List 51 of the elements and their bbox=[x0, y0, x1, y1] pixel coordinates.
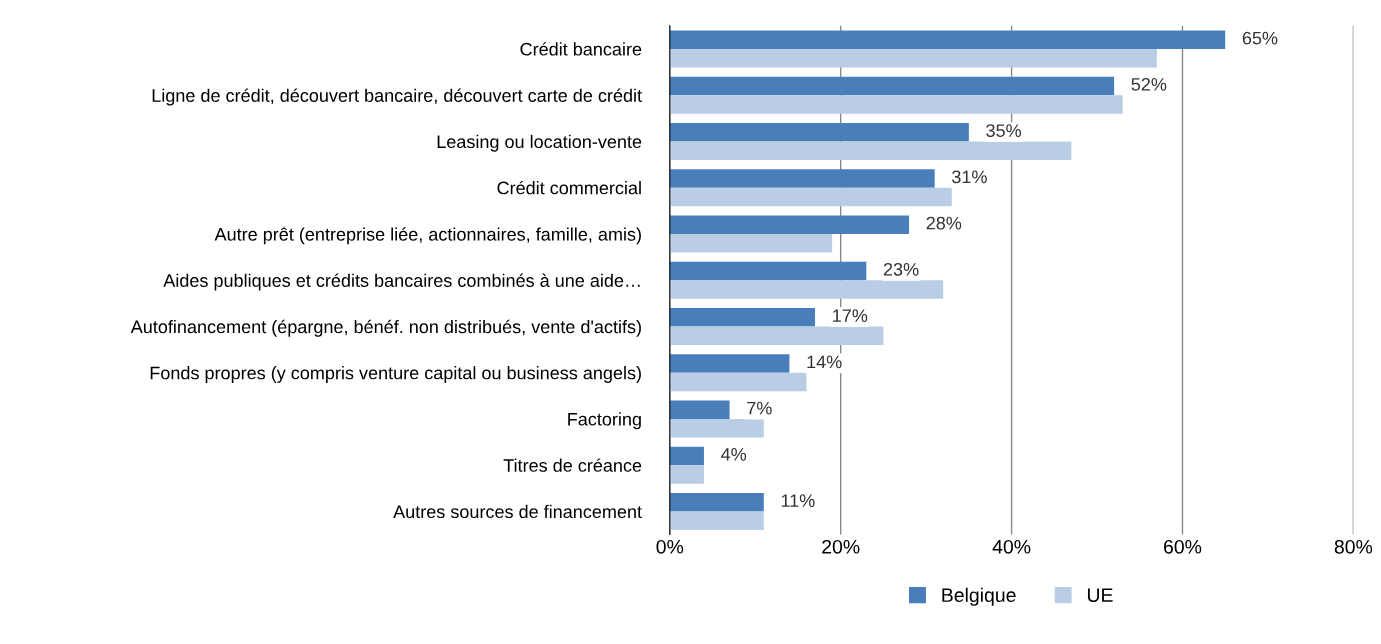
y-tick-label: Leasing ou location-vente bbox=[437, 134, 642, 152]
x-tick-label: 20% bbox=[822, 539, 860, 554]
x-tick-label: 60% bbox=[1164, 539, 1202, 554]
bar bbox=[669, 446, 704, 466]
bar bbox=[669, 187, 952, 207]
bar bbox=[669, 326, 884, 345]
bar bbox=[669, 141, 1072, 160]
y-tick-label: Autofinancement (épargne, bénéf. non distribués, vente d'actifs) bbox=[130, 319, 641, 337]
bar bbox=[669, 261, 867, 281]
bar bbox=[669, 95, 1123, 114]
bar bbox=[669, 492, 764, 512]
bar bbox=[669, 418, 764, 438]
y-tick-label: Aides publiques et crédits bancaires combinés à une aide… bbox=[163, 273, 640, 291]
y-tick-label: Ligne de crédit, découvert bancaire, découvert carte de crédit bbox=[152, 88, 642, 106]
bar bbox=[669, 307, 816, 327]
bar bbox=[669, 511, 764, 530]
data-label: 23% bbox=[883, 262, 919, 276]
data-label: 28% bbox=[926, 216, 962, 230]
bar bbox=[669, 280, 944, 299]
bar bbox=[669, 233, 833, 253]
x-tick-label: 80% bbox=[1334, 539, 1373, 554]
y-tick-label: Autre prêt (entreprise liée, actionnaires, famille, amis) bbox=[214, 227, 641, 245]
y-tick-label: Factoring bbox=[568, 412, 641, 430]
bar bbox=[669, 372, 807, 392]
data-label: 31% bbox=[952, 170, 987, 184]
y-tick-label: Fonds propres (y compris venture capital ou business angels) bbox=[150, 366, 641, 383]
legend-label: Belgique bbox=[942, 587, 1016, 606]
bar bbox=[669, 30, 1226, 49]
data-label: 52% bbox=[1131, 77, 1167, 91]
bar bbox=[669, 215, 910, 234]
data-label: 11% bbox=[781, 494, 815, 507]
bar bbox=[669, 465, 704, 484]
y-tick-label: Crédit bancaire bbox=[520, 42, 642, 56]
data-label: 14% bbox=[807, 355, 842, 369]
data-label: 17% bbox=[833, 309, 868, 322]
bar bbox=[669, 354, 790, 373]
bar bbox=[669, 400, 730, 419]
bar bbox=[669, 169, 935, 188]
y-tick-label: Crédit commercial bbox=[497, 180, 641, 195]
y-tick-label: Autres sources de financement bbox=[393, 504, 642, 519]
data-label: 35% bbox=[986, 124, 1022, 137]
bar bbox=[669, 122, 969, 142]
data-label: 4% bbox=[721, 448, 747, 461]
x-tick-label: 40% bbox=[992, 539, 1031, 554]
data-label: 65% bbox=[1242, 31, 1278, 45]
x-tick-label: 0% bbox=[656, 539, 684, 554]
legend-label: UE bbox=[1087, 588, 1113, 603]
bar bbox=[669, 76, 1115, 96]
data-label: 7% bbox=[747, 401, 772, 415]
y-tick-label: Titres de créance bbox=[503, 458, 642, 472]
bar bbox=[669, 48, 1157, 68]
